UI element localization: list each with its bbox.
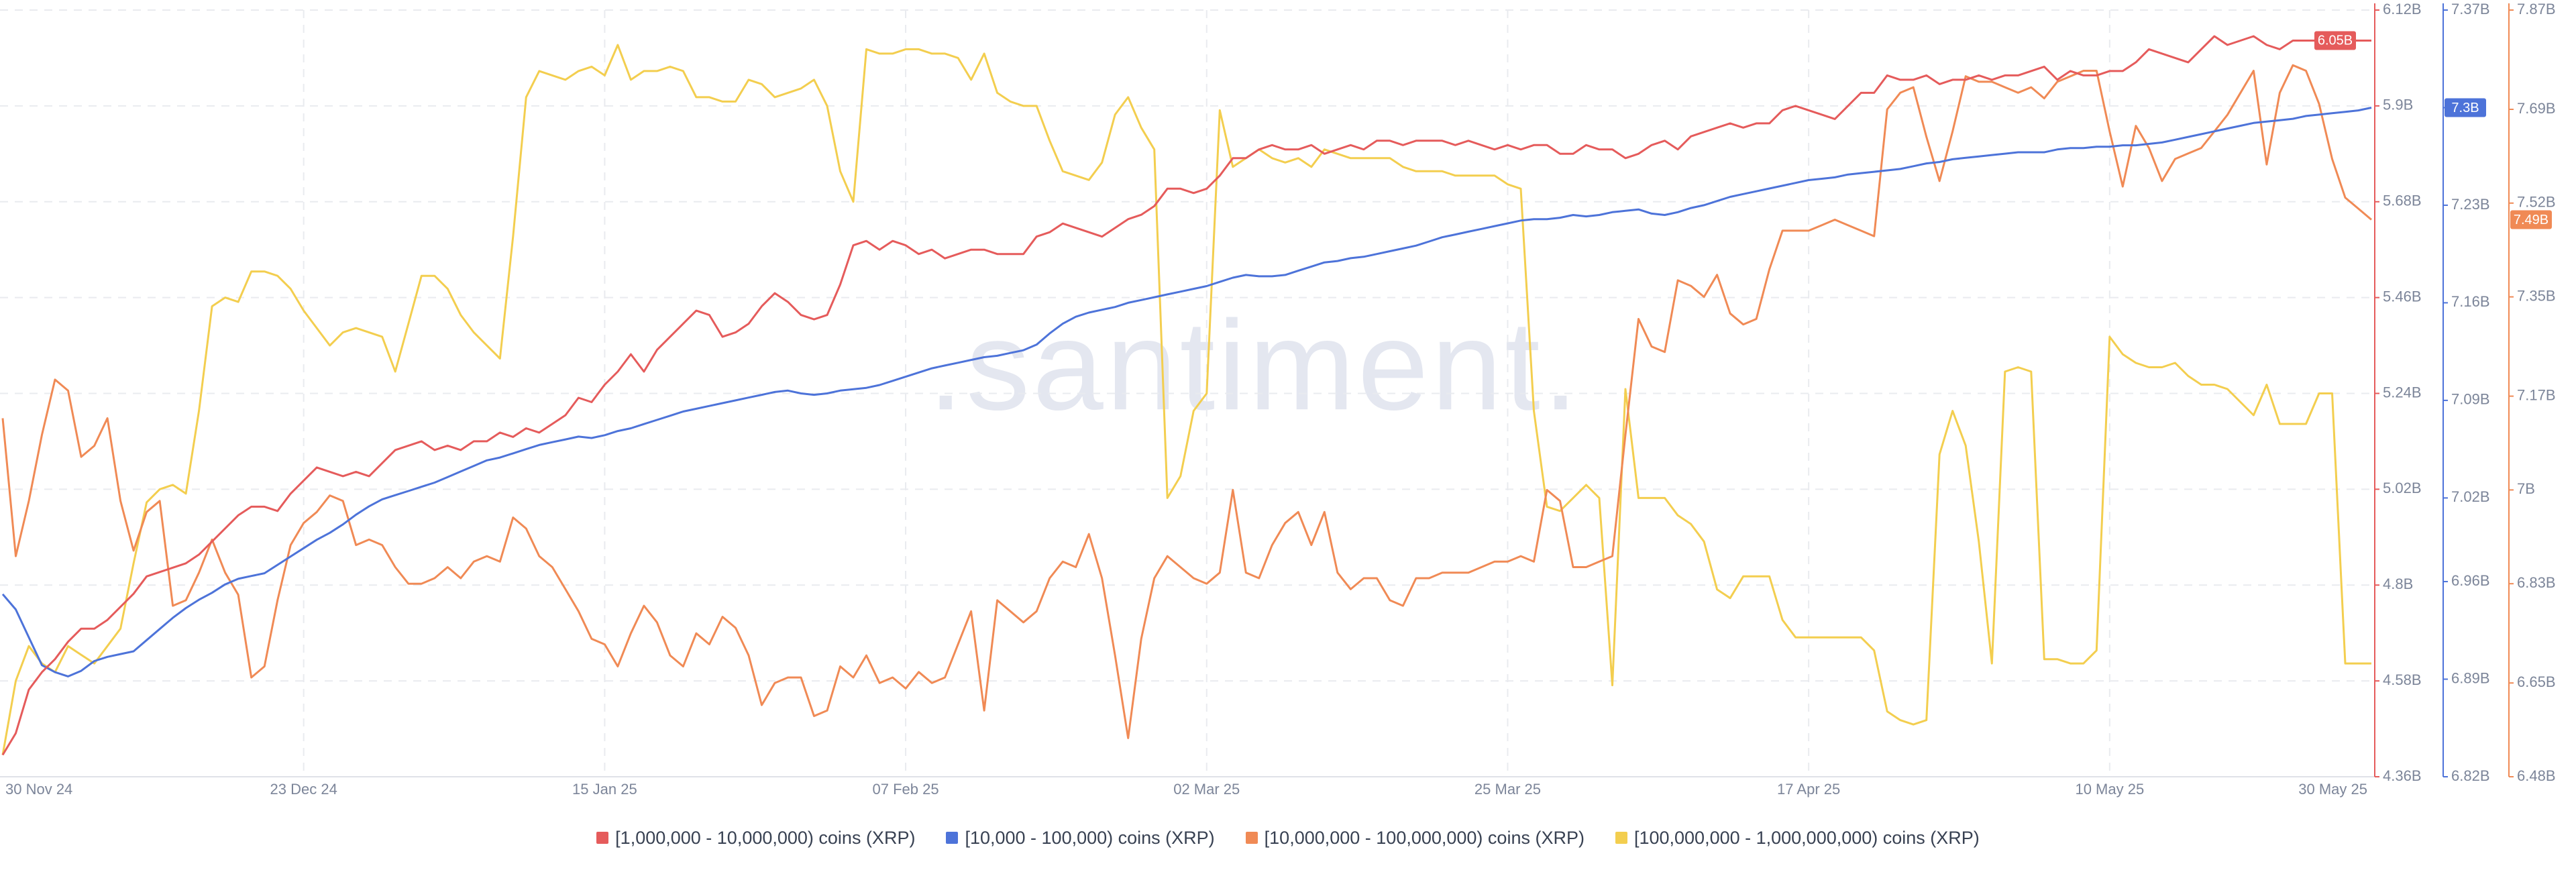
legend-swatch bbox=[1245, 832, 1258, 844]
legend-item[interactable]: [10,000 - 100,000) coins (XRP) bbox=[946, 827, 1215, 849]
y-tick-label: 7.02B bbox=[2451, 488, 2490, 505]
series-line bbox=[1, 107, 2372, 677]
y-tick-label: 6.82B bbox=[2451, 767, 2490, 784]
x-tick-label: 17 Apr 25 bbox=[1777, 781, 1840, 798]
y-tick-label: 7.23B bbox=[2451, 196, 2490, 213]
value-badge: 7.49B bbox=[2510, 210, 2552, 229]
y-tick-label: 5.9B bbox=[2383, 97, 2413, 113]
x-tick-label: 02 Mar 25 bbox=[1173, 781, 1240, 798]
badge-box bbox=[2510, 210, 2552, 229]
legend-label: [10,000,000 - 100,000,000) coins (XRP) bbox=[1264, 827, 1585, 848]
series-line bbox=[1, 44, 2371, 755]
badge-label: 7.49B bbox=[2514, 213, 2548, 227]
value-badge: 6.05B bbox=[2314, 31, 2356, 50]
x-tick-label: 23 Dec 24 bbox=[270, 781, 337, 798]
legend: [1,000,000 - 10,000,000) coins (XRP) [10,… bbox=[0, 822, 2576, 853]
legend-item[interactable]: [1,000,000 - 10,000,000) coins (XRP) bbox=[596, 828, 915, 849]
y-tick-label: 4.8B bbox=[2383, 576, 2413, 592]
watermark: .santiment. bbox=[928, 294, 1580, 437]
legend-label: [10,000 - 100,000) coins (XRP) bbox=[965, 827, 1215, 848]
series-line bbox=[1, 35, 2371, 756]
y-tick-label: 4.58B bbox=[2383, 671, 2422, 688]
legend-swatch bbox=[946, 832, 959, 844]
y-tick-label: 7.87B bbox=[2517, 1, 2556, 17]
y-tick-label: 7.09B bbox=[2451, 391, 2490, 408]
legend-label: [1,000,000 - 10,000,000) coins (XRP) bbox=[615, 827, 916, 848]
badge-label: 7.3B bbox=[2451, 101, 2479, 115]
y-tick-label: 6.83B bbox=[2517, 574, 2556, 591]
x-tick-label: 10 May 25 bbox=[2075, 781, 2144, 798]
x-tick-label: 07 Feb 25 bbox=[873, 781, 939, 798]
y-tick-label: 7.35B bbox=[2517, 287, 2556, 304]
x-tick-label: 15 Jan 25 bbox=[572, 781, 637, 798]
legend-item[interactable]: [10,000,000 - 100,000,000) coins (XRP) bbox=[1245, 827, 1585, 849]
x-tick-label: 30 May 25 bbox=[2298, 781, 2367, 798]
legend-swatch bbox=[1615, 832, 1627, 844]
x-tick-label: 25 Mar 25 bbox=[1474, 781, 1541, 798]
y-tick-label: 7B bbox=[2517, 480, 2535, 497]
badge-box bbox=[2314, 31, 2356, 50]
y-tick-label: 5.68B bbox=[2383, 193, 2422, 209]
badge-box bbox=[2445, 98, 2486, 117]
chart: .santiment. 30 Nov 24 23 Dec 24 15 Jan 25 0… bbox=[0, 1, 2556, 798]
y-tick-label: 7.17B bbox=[2517, 386, 2556, 403]
y-tick-label: 6.12B bbox=[2383, 1, 2422, 17]
y-tick-label: 6.65B bbox=[2517, 673, 2556, 690]
y-tick-label: 6.96B bbox=[2451, 572, 2490, 589]
y-tick-label: 7.52B bbox=[2517, 194, 2556, 211]
value-badge: 7.3B bbox=[2445, 98, 2486, 117]
y-tick-label: 7.16B bbox=[2451, 293, 2490, 310]
legend-swatch bbox=[596, 832, 609, 844]
y-tick-label: 5.02B bbox=[2383, 480, 2422, 496]
legend-label: [100,000,000 - 1,000,000,000) coins (XRP… bbox=[1633, 827, 1980, 848]
series-line bbox=[1, 64, 2372, 739]
y-tick-label: 4.36B bbox=[2383, 767, 2422, 784]
y-tick-label: 5.46B bbox=[2383, 288, 2422, 305]
legend-item[interactable]: [100,000,000 - 1,000,000,000) coins (XRP… bbox=[1615, 828, 1980, 849]
y-tick-label: 7.37B bbox=[2451, 1, 2490, 17]
x-tick-label: 30 Nov 24 bbox=[5, 781, 72, 798]
y-tick-label: 6.89B bbox=[2451, 669, 2490, 686]
y-tick-label: 7.69B bbox=[2517, 100, 2556, 117]
y-tick-label: 6.48B bbox=[2517, 767, 2556, 784]
y-tick-label: 5.24B bbox=[2383, 384, 2422, 400]
badge-label: 6.05B bbox=[2318, 34, 2353, 48]
